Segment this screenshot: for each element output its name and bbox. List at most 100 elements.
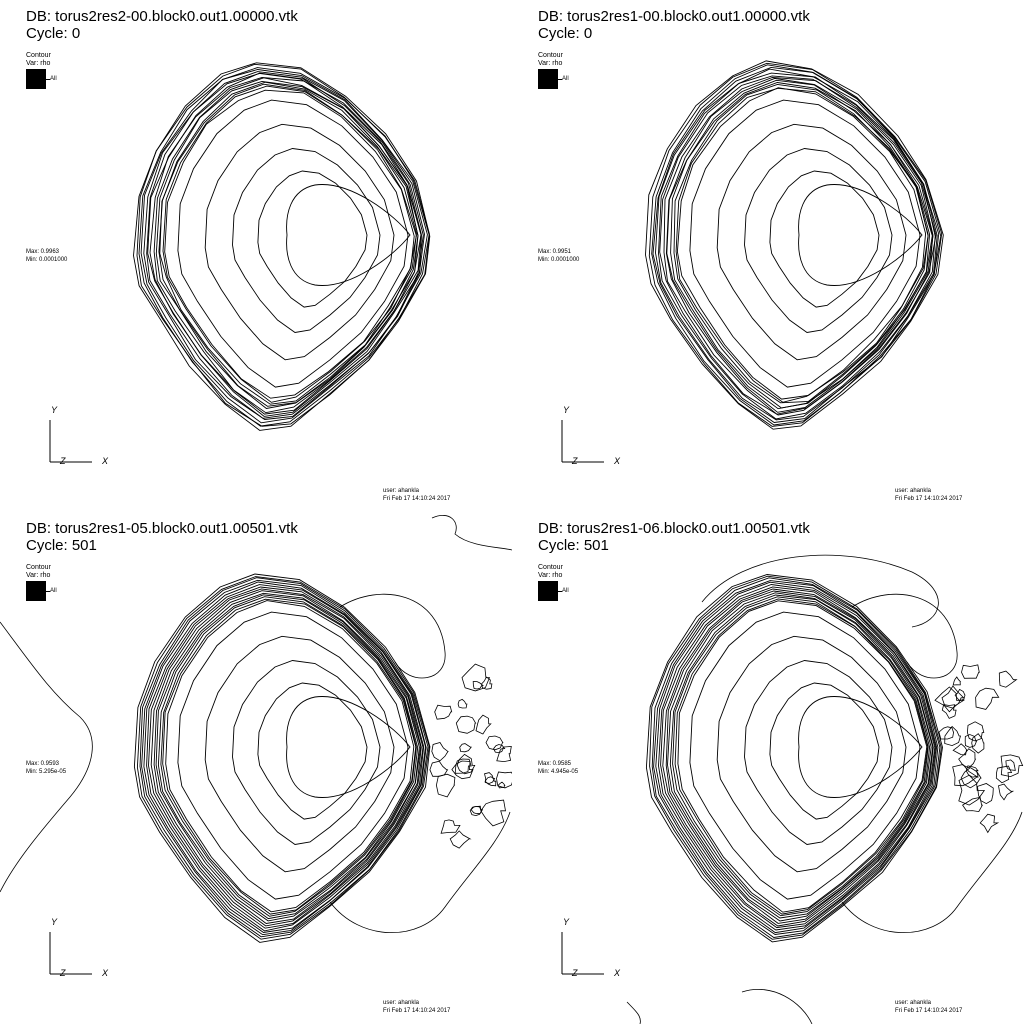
contour-line (674, 598, 929, 915)
turbulent-contour (434, 704, 453, 720)
axis-y-label: Y (563, 405, 570, 415)
max-value: Max: 0.9963 (26, 249, 60, 255)
legend-entry: All (562, 76, 569, 82)
contour-line (150, 588, 422, 927)
turbulent-contour (449, 830, 472, 849)
turbulent-contour (944, 725, 962, 747)
cycle-label: Cycle: 0 (26, 25, 81, 42)
contour-line-core (286, 184, 411, 286)
turbulent-contour (496, 771, 512, 789)
turbulent-contour (977, 783, 994, 805)
outer-contour (741, 988, 813, 1024)
contour-line (649, 575, 942, 940)
turbulent-contour (958, 748, 977, 769)
contour-lines (645, 574, 943, 943)
contour-line (659, 75, 937, 416)
turbulent-contour (481, 676, 493, 690)
contour-line (232, 660, 381, 845)
contour-line (139, 577, 429, 938)
turbulent-contour (455, 715, 477, 734)
turbulent-contour (456, 753, 476, 775)
contour-line (651, 577, 941, 938)
plot-panel-top-right: DB: torus2res1-00.block0.out1.00000.vtk … (512, 0, 1024, 512)
turbulent-contour (493, 744, 506, 754)
axis-x-label: X (614, 456, 621, 466)
contour-line (663, 76, 934, 415)
contour-lines (133, 62, 431, 431)
axis-z-label: Z (60, 968, 66, 978)
legend-title: Contour (26, 564, 51, 571)
database-title: DB: torus2res1-00.block0.out1.00000.vtk (538, 8, 810, 25)
turbulent-contour (961, 664, 980, 679)
turbulent-contour (960, 767, 982, 789)
database-title: DB: torus2res1-06.block0.out1.00501.vtk (538, 520, 810, 537)
contour-line (655, 581, 938, 934)
axis-triad (561, 420, 604, 463)
contour-line (655, 68, 938, 421)
contour-line (648, 62, 943, 427)
legend-entry: All (562, 588, 569, 594)
turbulent-contour (484, 776, 497, 787)
date-label: Fri Feb 17 14:10:24 2017 (895, 496, 963, 502)
outer-contour (329, 811, 511, 934)
contour-line (651, 64, 942, 426)
contour-line (769, 170, 880, 308)
contour-plot (49, 62, 431, 463)
outer-contour (701, 554, 939, 628)
legend-swatch (538, 581, 558, 601)
contour-line (204, 123, 395, 361)
turbulent-contour (470, 805, 484, 815)
contour-line (670, 82, 931, 409)
turbulent-contour (962, 796, 984, 813)
contour-line (204, 635, 395, 873)
contour-line (160, 596, 417, 917)
contour-line (155, 592, 420, 922)
outer-contour (851, 593, 958, 679)
legend-variable: Var: rho (26, 60, 51, 67)
contour-line (744, 148, 893, 333)
min-value: Min: 4.945e-05 (538, 769, 579, 775)
turbulent-contour (472, 681, 485, 690)
axis-triad (49, 420, 92, 463)
date-label: Fri Feb 17 14:10:24 2017 (383, 496, 451, 502)
cycle-label: Cycle: 501 (26, 537, 97, 554)
legend-tick (46, 79, 50, 80)
database-title: DB: torus2res1-05.block0.out1.00501.vtk (26, 520, 298, 537)
turbulent-contours (0, 515, 512, 934)
cycle-label: Cycle: 0 (538, 25, 593, 42)
contour-line (645, 574, 943, 943)
legend-title: Contour (538, 564, 563, 571)
turbulent-contour (496, 745, 512, 763)
contour-line (658, 72, 936, 420)
contour-line (155, 80, 419, 409)
contour-line (658, 584, 937, 931)
contour-line (165, 600, 415, 913)
outer-contour (841, 811, 1023, 934)
contour-line (769, 682, 880, 820)
turbulent-contour (952, 764, 979, 787)
axis-z-label: Z (572, 456, 578, 466)
contour-line (153, 590, 422, 924)
turbulent-contour (998, 783, 1015, 801)
turbulent-contour (459, 743, 472, 753)
contour-line (153, 77, 422, 414)
contour-line (148, 586, 424, 929)
contour-line (653, 580, 939, 935)
contour-line (665, 77, 934, 413)
legend-swatch (26, 581, 46, 601)
contour-lines (645, 60, 944, 430)
contour-line (669, 594, 931, 919)
contour-line (257, 682, 368, 820)
contour-line (257, 170, 368, 308)
user-label: user: ahankla (383, 488, 420, 494)
axis-z-label: Z (572, 968, 578, 978)
legend-title: Contour (26, 52, 51, 59)
min-value: Min: 0.0001000 (26, 257, 68, 263)
contour-line (177, 99, 409, 388)
contour-line (672, 596, 929, 917)
legend-entry: All (50, 588, 57, 594)
contour-lines (133, 573, 431, 943)
turbulent-contour (1000, 754, 1024, 778)
turbulent-contour (979, 813, 1000, 834)
legend-tick (46, 591, 50, 592)
